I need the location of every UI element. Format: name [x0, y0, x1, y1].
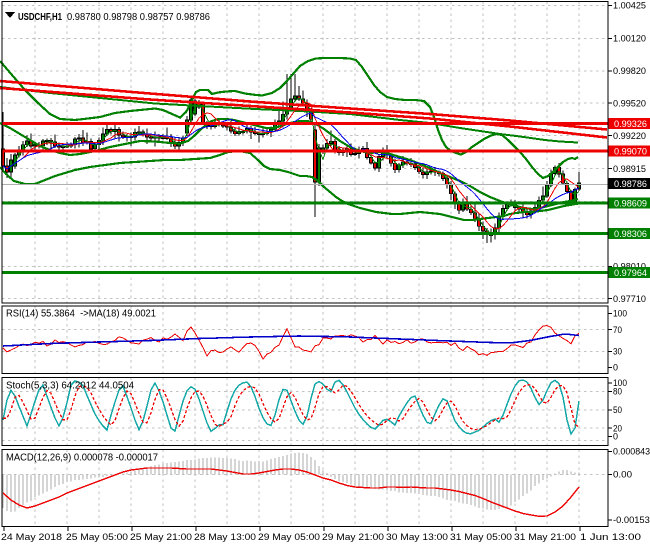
svg-text:100: 100: [613, 378, 627, 389]
svg-text:0.99220: 0.99220: [613, 131, 646, 142]
svg-text:0.97710: 0.97710: [613, 294, 646, 305]
svg-text:25 May 21:00: 25 May 21:00: [130, 532, 192, 543]
svg-text:70: 70: [613, 325, 622, 336]
svg-text:MACD(12,26,9) 0.000078 -0.0000: MACD(12,26,9) 0.000078 -0.000017: [6, 453, 158, 464]
svg-text:0: 0: [613, 363, 618, 374]
svg-text:0.98306: 0.98306: [614, 229, 647, 240]
svg-text:0.99520: 0.99520: [613, 98, 646, 109]
svg-text:30 May 13:00: 30 May 13:00: [386, 532, 448, 543]
svg-text:29 May 05:00: 29 May 05:00: [258, 532, 320, 543]
svg-text:50: 50: [613, 405, 622, 416]
svg-text:0.98915: 0.98915: [613, 164, 646, 175]
svg-text:24 May 2018: 24 May 2018: [1, 532, 62, 543]
svg-text:USDCHF,H1: USDCHF,H1: [18, 12, 62, 23]
svg-text:0.00: 0.00: [613, 470, 632, 481]
svg-text:100: 100: [613, 309, 627, 320]
svg-text:0.97964: 0.97964: [614, 268, 647, 279]
svg-text:20: 20: [613, 423, 622, 434]
svg-text:1.00120: 1.00120: [613, 34, 646, 45]
svg-text:80: 80: [613, 387, 622, 398]
svg-text:1 Jun 13:00: 1 Jun 13:00: [580, 532, 641, 543]
svg-text:31 May 21:00: 31 May 21:00: [514, 532, 576, 543]
svg-text:RSI(14) 55.3864 ->MA(18) 49.0: RSI(14) 55.3864 ->MA(18) 49.0021: [6, 309, 156, 320]
svg-text:-0.001533: -0.001533: [613, 515, 650, 526]
svg-text:Stoch(5,3,3) 64.2012 44.0504: Stoch(5,3,3) 64.2012 44.0504: [6, 381, 134, 392]
svg-text:0.98609: 0.98609: [614, 198, 647, 209]
svg-text:28 May 13:00: 28 May 13:00: [194, 532, 256, 543]
svg-text:0.99820: 0.99820: [613, 66, 646, 77]
svg-text:1.00425: 1.00425: [613, 1, 646, 12]
svg-text:0.99326: 0.99326: [614, 119, 647, 130]
svg-text:25 May 05:00: 25 May 05:00: [66, 532, 128, 543]
svg-text:0.000843: 0.000843: [613, 447, 650, 458]
svg-text:30: 30: [613, 347, 622, 358]
svg-text:0.99070: 0.99070: [614, 146, 647, 157]
svg-text:29 May 21:00: 29 May 21:00: [322, 532, 384, 543]
svg-text:0.98780 0.98798 0.98757 0.9878: 0.98780 0.98798 0.98757 0.98786: [67, 12, 210, 23]
svg-text:0.98786: 0.98786: [614, 179, 647, 190]
svg-text:31 May 05:00: 31 May 05:00: [450, 532, 512, 543]
svg-text:0: 0: [613, 432, 618, 443]
